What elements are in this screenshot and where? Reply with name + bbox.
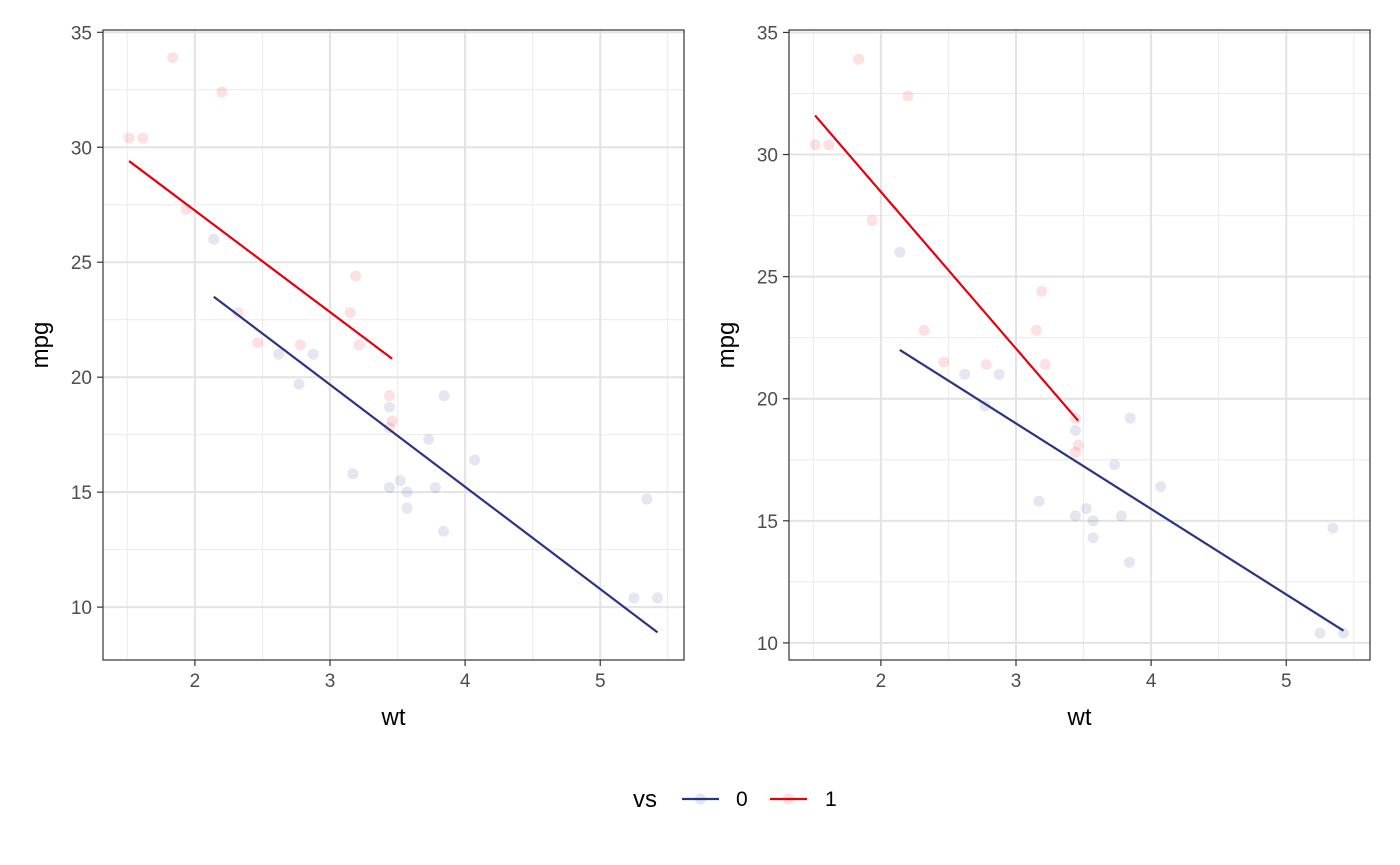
- left-point-vs0-8: [402, 487, 413, 498]
- right-y-tick-label-25: 25: [757, 268, 778, 289]
- right-point-vs0-4: [1033, 496, 1044, 507]
- left-point-vs0-16: [641, 494, 652, 505]
- right-point-vs0-6: [1070, 510, 1081, 521]
- left-y-tick-label-25: 25: [71, 253, 92, 274]
- left-point-vs1-2: [167, 52, 178, 63]
- left-point-vs1-9: [350, 271, 361, 282]
- legend-key-0: [682, 794, 719, 805]
- right-y-axis-title: mpg: [713, 322, 740, 369]
- right-point-vs1-10: [1040, 359, 1051, 370]
- left-point-vs1-1: [137, 133, 148, 144]
- right-point-vs0-2: [994, 369, 1005, 380]
- right-y-tick-label-10: 10: [757, 634, 778, 655]
- left-point-vs1-4: [216, 87, 227, 98]
- right-point-vs1-8: [1031, 325, 1042, 336]
- left-point-vs1-7: [295, 340, 306, 351]
- right-plot-area: [789, 30, 1370, 660]
- left-point-vs0-12: [438, 526, 449, 537]
- left-point-vs0-1: [273, 349, 284, 360]
- left-plot-area: [103, 30, 684, 660]
- right-point-vs0-10: [1109, 459, 1120, 470]
- right-x-axis-title: wt: [1067, 704, 1092, 731]
- left-point-vs1-0: [124, 133, 135, 144]
- left-point-vs0-14: [469, 454, 480, 465]
- left-point-vs0-2: [308, 349, 319, 360]
- left-x-tick-label-5: 5: [595, 671, 606, 692]
- right-point-vs0-14: [1155, 481, 1166, 492]
- right-point-vs1-2: [853, 54, 864, 65]
- left-point-vs0-5: [384, 402, 395, 413]
- figure: 2 3 4 5101520253035wtmpg 2 3 4 5101520253035wt…: [0, 0, 1400, 865]
- left-x-tick-label-2: 2: [190, 671, 201, 692]
- left-point-vs0-17: [652, 592, 663, 603]
- right-y-tick-label-15: 15: [757, 512, 778, 533]
- right-x-tick-label-5: 5: [1281, 671, 1292, 692]
- left-y-tick-label-35: 35: [71, 23, 92, 44]
- right-x-tick-label-4: 4: [1146, 671, 1157, 692]
- left-y-tick-label-10: 10: [71, 598, 92, 619]
- right-point-vs1-6: [938, 357, 949, 368]
- legend-key-0-point: [695, 794, 706, 805]
- right-point-vs1-3: [867, 215, 878, 226]
- left-point-vs1-8: [345, 307, 356, 318]
- right-point-vs0-0: [894, 247, 905, 258]
- right-panel: 2 3 4 5 10 15 20 25 30 35 wt mpg: [713, 23, 1370, 731]
- left-x-axis-title: wt: [381, 704, 406, 731]
- left-y-tick-label-20: 20: [71, 368, 92, 389]
- right-point-vs0-11: [1116, 510, 1127, 521]
- legend-label-1: 1: [825, 788, 837, 811]
- left-point-vs0-15: [629, 592, 640, 603]
- right-point-vs0-12: [1124, 557, 1135, 568]
- right-point-vs1-13: [1070, 447, 1081, 458]
- legend-key-1: [770, 794, 807, 805]
- right-y-tick-label-20: 20: [757, 390, 778, 411]
- left-point-vs0-6: [384, 482, 395, 493]
- left-point-vs0-0: [208, 234, 219, 245]
- legend-label-0: 0: [736, 788, 748, 811]
- right-point-vs0-13: [1125, 413, 1136, 424]
- right-point-vs0-9: [1088, 532, 1099, 543]
- right-point-vs1-1: [823, 139, 834, 150]
- legend-key-1-point: [783, 794, 794, 805]
- left-y-tick-label-15: 15: [71, 483, 92, 504]
- left-x-tick-label-4: 4: [460, 671, 471, 692]
- right-x-tick-label-3: 3: [1011, 671, 1022, 692]
- left-point-vs0-10: [423, 434, 434, 445]
- left-point-vs0-4: [347, 468, 358, 479]
- left-point-vs0-3: [293, 379, 304, 390]
- left-point-vs0-13: [439, 390, 450, 401]
- right-point-vs1-7: [981, 359, 992, 370]
- right-point-vs1-9: [1036, 286, 1047, 297]
- right-y-tick-label-35: 35: [757, 23, 778, 44]
- left-y-axis-title: mpg: [27, 322, 54, 369]
- right-point-vs0-1: [959, 369, 970, 380]
- right-point-vs0-16: [1327, 523, 1338, 534]
- right-x-tick-label-2: 2: [876, 671, 887, 692]
- right-point-vs0-15: [1315, 628, 1326, 639]
- right-point-vs0-8: [1088, 515, 1099, 526]
- left-point-vs1-10: [354, 340, 365, 351]
- left-y-tick-label-30: 30: [71, 138, 92, 159]
- left-point-vs0-9: [402, 503, 413, 514]
- left-point-vs1-11: [384, 390, 395, 401]
- left-point-vs0-7: [395, 475, 406, 486]
- right-point-vs0-5: [1070, 425, 1081, 436]
- left-point-vs1-6: [252, 337, 263, 348]
- left-point-vs0-11: [430, 482, 441, 493]
- legend: vs 0 1: [633, 786, 837, 813]
- right-y-tick-label-30: 30: [757, 146, 778, 167]
- right-point-vs1-4: [902, 90, 913, 101]
- right-point-vs0-7: [1081, 503, 1092, 514]
- right-point-vs1-0: [810, 139, 821, 150]
- left-x-tick-label-3: 3: [325, 671, 336, 692]
- legend-title: vs: [633, 786, 657, 813]
- left-panel: 2 3 4 5 10 15 20 25 30 35 wt mpg: [27, 23, 684, 731]
- right-point-vs1-5: [919, 325, 930, 336]
